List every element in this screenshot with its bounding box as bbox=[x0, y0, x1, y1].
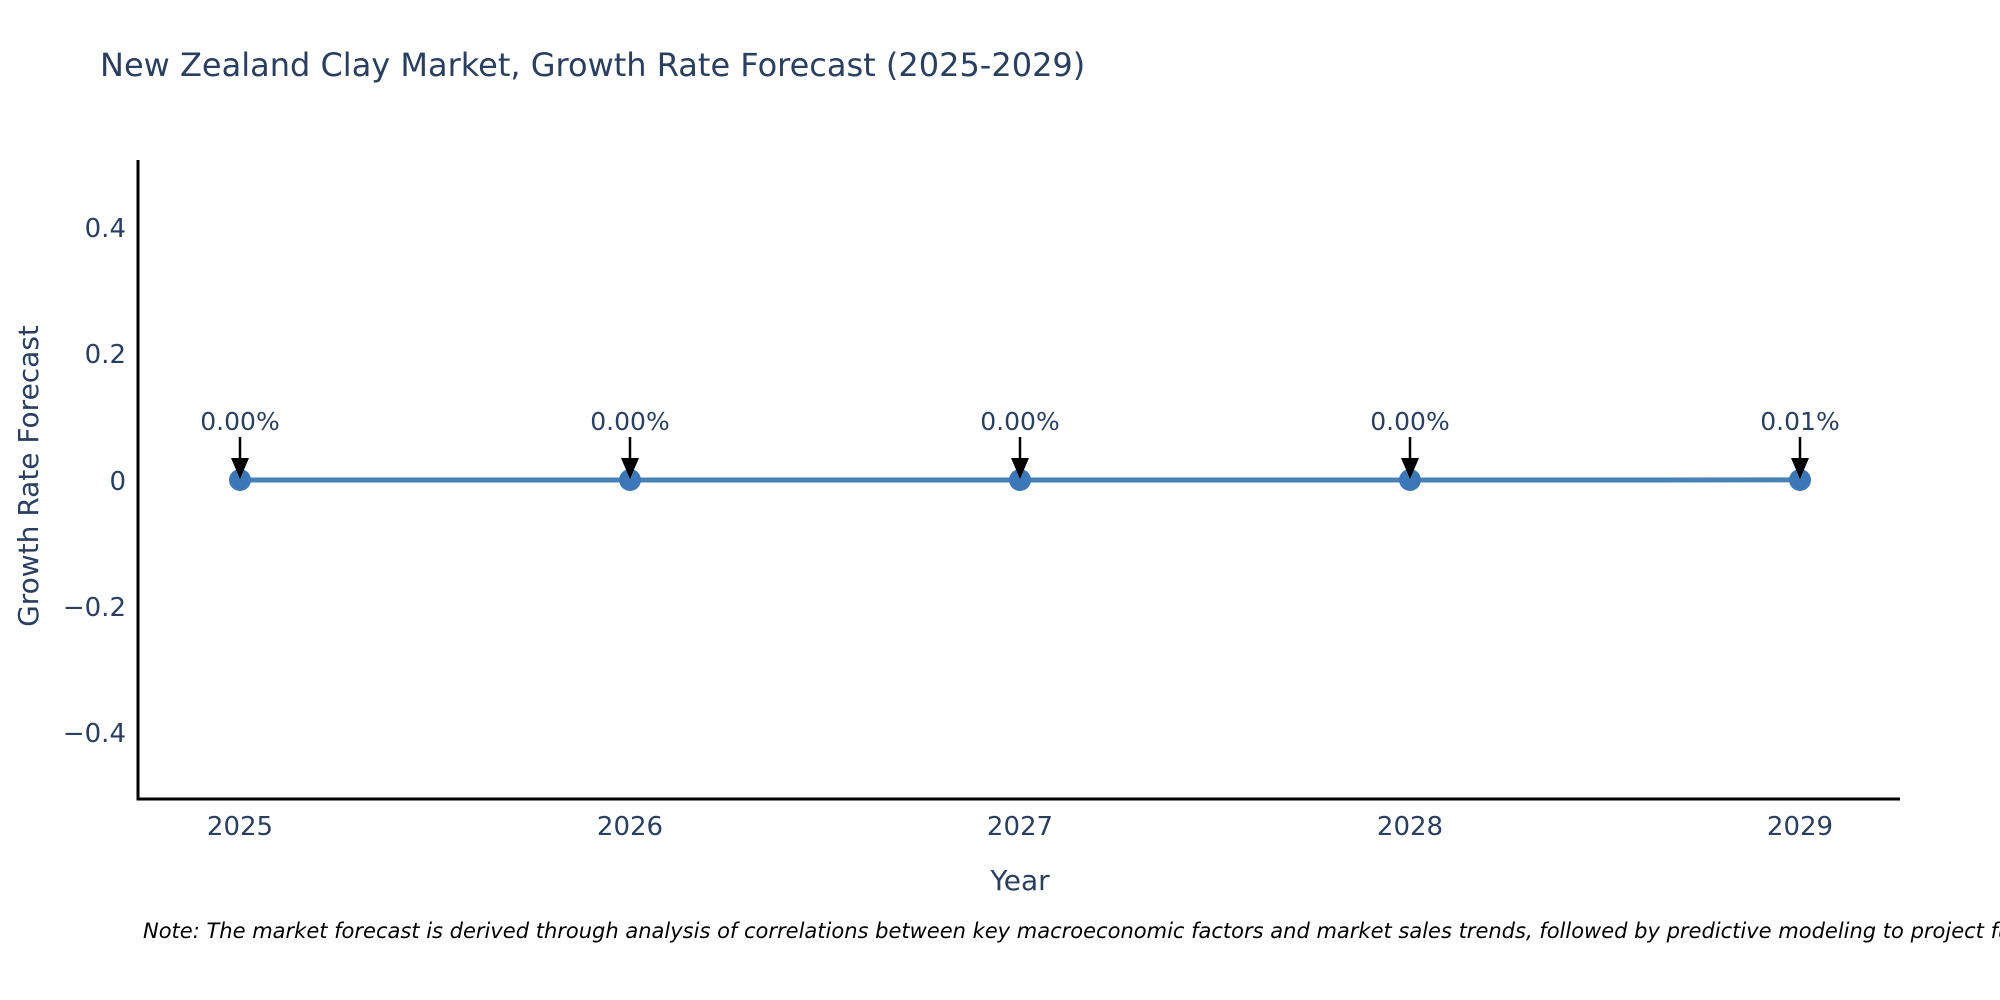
annotation-arrowhead bbox=[1401, 458, 1419, 479]
x-tick-label: 2027 bbox=[987, 812, 1053, 842]
data-point-2027 bbox=[1009, 469, 1031, 491]
x-axis-title: Year bbox=[989, 864, 1050, 897]
y-tick-label: 0.4 bbox=[85, 214, 126, 244]
annotation-arrowhead bbox=[1011, 458, 1029, 479]
y-tick-label: 0 bbox=[109, 467, 126, 497]
y-axis-title: Growth Rate Forecast bbox=[12, 325, 45, 627]
x-tick-label: 2025 bbox=[207, 812, 273, 842]
x-tick-label: 2026 bbox=[597, 812, 663, 842]
point-value-label: 0.00% bbox=[980, 407, 1059, 436]
y-tick-label: 0.2 bbox=[85, 340, 126, 370]
y-tick-label: −0.4 bbox=[63, 719, 126, 749]
annotation-arrowhead bbox=[621, 458, 639, 479]
data-point-2026 bbox=[619, 469, 641, 491]
forecast-methodology-note: Note: The market forecast is derived thr… bbox=[143, 919, 2000, 943]
point-value-label: 0.01% bbox=[1760, 407, 1839, 436]
data-point-2028 bbox=[1399, 469, 1421, 491]
annotation-arrowhead bbox=[1791, 458, 1809, 479]
y-tick-label: −0.2 bbox=[63, 593, 126, 623]
x-tick-label: 2029 bbox=[1767, 812, 1833, 842]
data-point-2029 bbox=[1789, 469, 1811, 491]
data-point-2025 bbox=[229, 469, 251, 491]
annotation-arrowhead bbox=[231, 458, 249, 479]
chart-title: New Zealand Clay Market, Growth Rate For… bbox=[100, 46, 1085, 84]
point-value-label: 0.00% bbox=[200, 407, 279, 436]
x-tick-label: 2028 bbox=[1377, 812, 1443, 842]
point-value-label: 0.00% bbox=[1370, 407, 1449, 436]
point-value-label: 0.00% bbox=[590, 407, 669, 436]
